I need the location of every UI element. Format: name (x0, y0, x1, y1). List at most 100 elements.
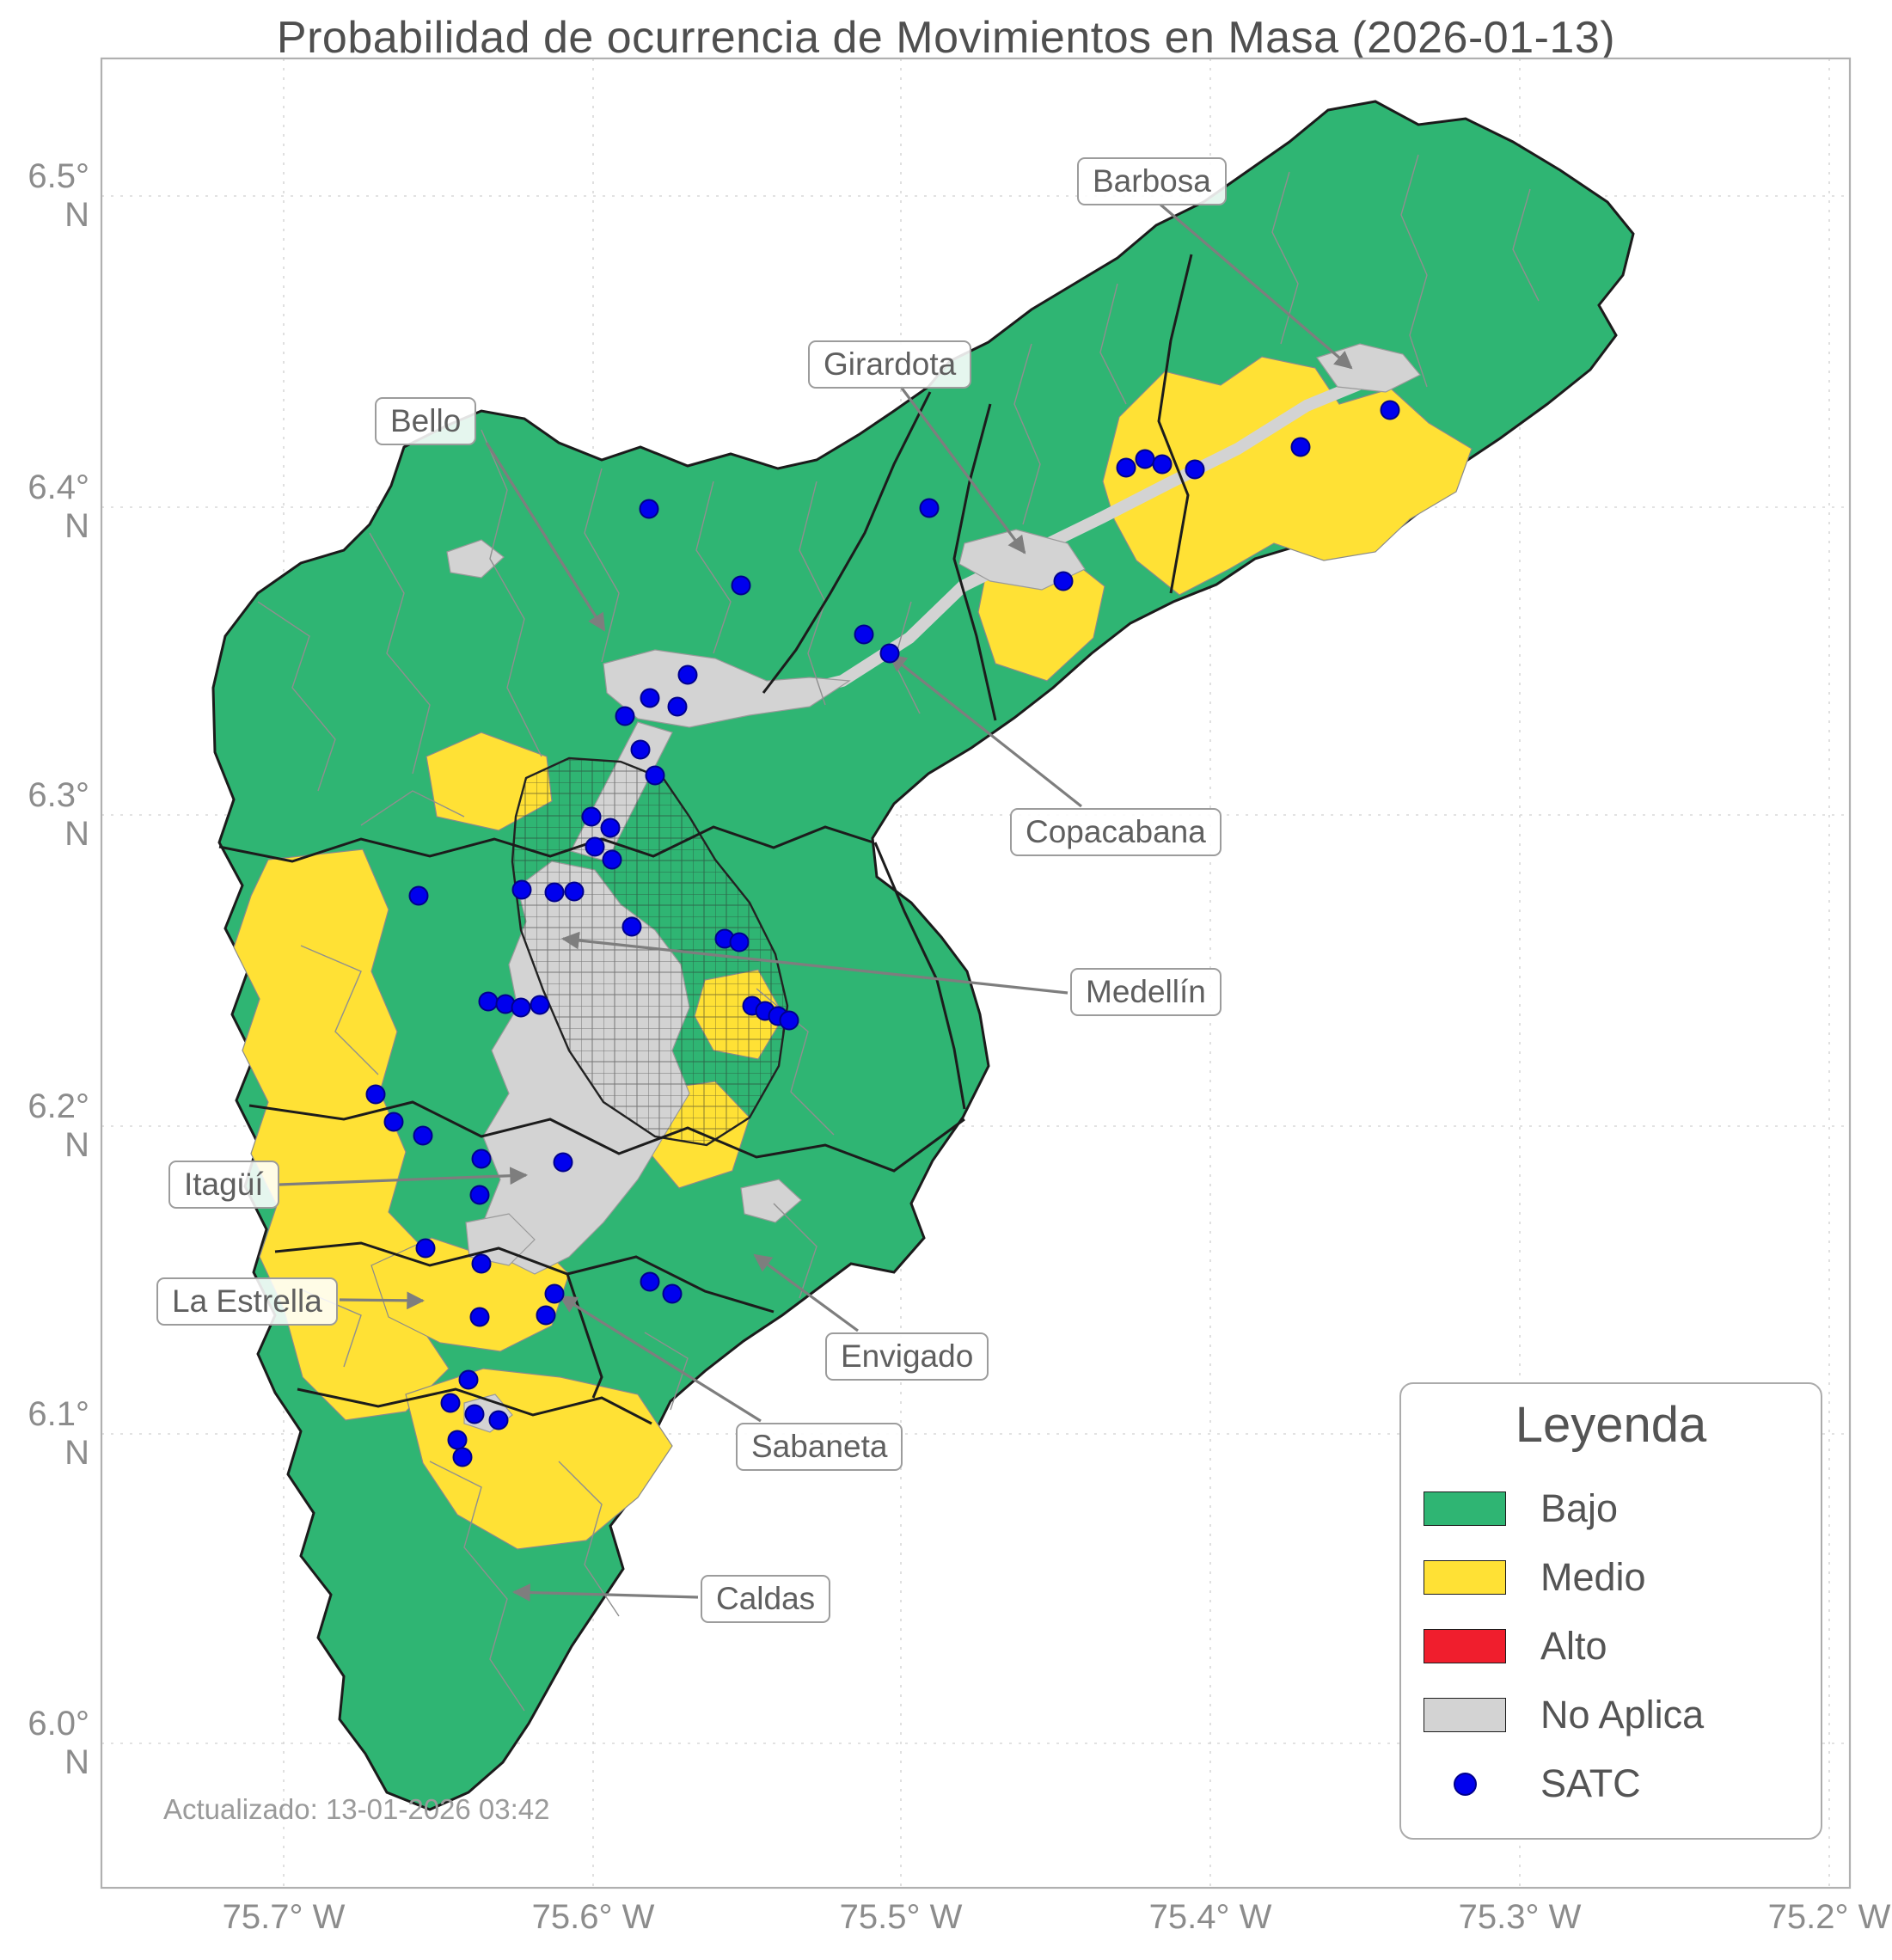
annotation-arrows (279, 203, 1353, 1602)
satc-point (488, 1410, 509, 1430)
legend-item-satc: SATC (1401, 1749, 1821, 1818)
y-tick-6-5: 6.5° N (28, 157, 89, 234)
satc-point (600, 818, 621, 838)
annotation-caldas: Caldas (701, 1575, 831, 1623)
y-tick-6-3: 6.3° N (28, 776, 89, 853)
annotation-label: La Estrella (172, 1283, 322, 1319)
y-tick-6-1: 6.1° N (28, 1395, 89, 1472)
arrow-la-estrella (339, 1291, 426, 1310)
x-tick-75-3: 75.3° W (1458, 1898, 1582, 1936)
satc-point (415, 1238, 436, 1259)
annotation-barbosa: Barbosa (1077, 157, 1227, 205)
satc-point (581, 806, 602, 827)
legend-satc-dot-icon (1454, 1772, 1477, 1796)
region-medio-corridor (1102, 356, 1473, 596)
annotation-bello: Bello (375, 397, 477, 445)
satc-point (452, 1447, 473, 1467)
satc-point (1152, 454, 1173, 475)
annotation-label: Barbosa (1093, 163, 1211, 199)
satc-point (383, 1112, 404, 1132)
legend-swatch-no-aplica (1424, 1698, 1506, 1732)
annotation-copacabana: Copacabana (1010, 808, 1222, 856)
y-tick-6-0: 6.0° N (28, 1705, 89, 1781)
satc-point (645, 765, 665, 786)
satc-point (1185, 459, 1205, 480)
satc-point (1290, 437, 1311, 457)
satc-point (640, 1271, 660, 1292)
legend-item-no-aplica: No Aplica (1401, 1681, 1821, 1749)
legend-label-bajo: Bajo (1540, 1486, 1619, 1530)
legend-item-medio: Medio (1401, 1543, 1821, 1612)
annotation-label: Copacabana (1026, 814, 1206, 849)
satc-point (1135, 449, 1155, 469)
satc-point (471, 1253, 492, 1274)
satc-point (729, 932, 750, 952)
legend-swatch-bajo (1424, 1491, 1506, 1526)
legend-title: Leyenda (1515, 1397, 1707, 1453)
satc-point (630, 739, 651, 760)
satc-point (447, 1430, 468, 1450)
annotation-girardota: Girardota (808, 340, 972, 389)
satc-point (639, 499, 659, 519)
legend-item-alto: Alto (1401, 1612, 1821, 1681)
satc-point (662, 1283, 683, 1304)
annotation-sabaneta: Sabaneta (736, 1423, 903, 1471)
satc-point (544, 882, 565, 903)
satc-point (640, 688, 660, 708)
satc-point (779, 1010, 799, 1031)
legend-swatch-alto (1424, 1629, 1506, 1663)
satc-point (879, 643, 900, 664)
satc-point (544, 1283, 565, 1304)
satc-point (511, 879, 532, 900)
satc-point (585, 836, 605, 857)
satc-point (365, 1084, 386, 1105)
annotation-label: Sabaneta (751, 1429, 888, 1464)
satc-point (471, 1148, 492, 1169)
satc-point (553, 1152, 573, 1173)
satc-point (1053, 571, 1074, 591)
legend-item-bajo: Bajo (1401, 1474, 1821, 1543)
satc-point (731, 575, 751, 596)
annotation-la-estrella: La Estrella (156, 1277, 338, 1326)
river-strip (766, 372, 1380, 704)
legend-label-satc: SATC (1540, 1761, 1641, 1805)
annotation-label: Bello (390, 403, 462, 438)
x-tick-75-6: 75.6° W (531, 1898, 655, 1936)
satc-point (919, 498, 940, 518)
annotation-label: Caldas (716, 1581, 816, 1616)
region-na-bello-alto (446, 539, 505, 579)
satc-point (1116, 457, 1136, 478)
x-tick-75-5: 75.5° W (839, 1898, 963, 1936)
annotation-label: Envigado (841, 1338, 974, 1374)
satc-point (469, 1185, 490, 1205)
satc-point (621, 916, 642, 937)
y-tick-6-2: 6.2° N (28, 1087, 89, 1164)
legend: Leyenda Bajo Medio Alto No Aplica SATC (1399, 1382, 1822, 1840)
satc-point (469, 1307, 490, 1327)
legend-label-alto: Alto (1540, 1624, 1607, 1668)
y-tick-6-4: 6.4° N (28, 469, 89, 545)
satc-points-layer (365, 400, 1400, 1467)
satc-point (854, 624, 874, 645)
comunas-dense-boundaries (511, 756, 789, 1147)
satc-point (536, 1305, 556, 1326)
arrow-girardota (899, 386, 1026, 554)
satc-point (530, 995, 550, 1015)
plot-border (100, 57, 1852, 1890)
annotation-itagui: Itagüí (168, 1161, 279, 1209)
arrow-medellin (560, 931, 1068, 995)
satc-point (677, 665, 698, 685)
satc-point (440, 1393, 461, 1413)
arrow-envigado (753, 1253, 859, 1332)
arrow-bello (485, 442, 606, 632)
arrow-sabaneta (559, 1295, 762, 1423)
satc-point (602, 849, 622, 870)
arrow-itagui (279, 1167, 529, 1186)
satc-point (615, 706, 635, 726)
legend-label-medio: Medio (1540, 1555, 1646, 1599)
x-tick-75-4: 75.4° W (1148, 1898, 1272, 1936)
arrow-barbosa (1159, 203, 1353, 370)
satc-point (413, 1125, 433, 1146)
